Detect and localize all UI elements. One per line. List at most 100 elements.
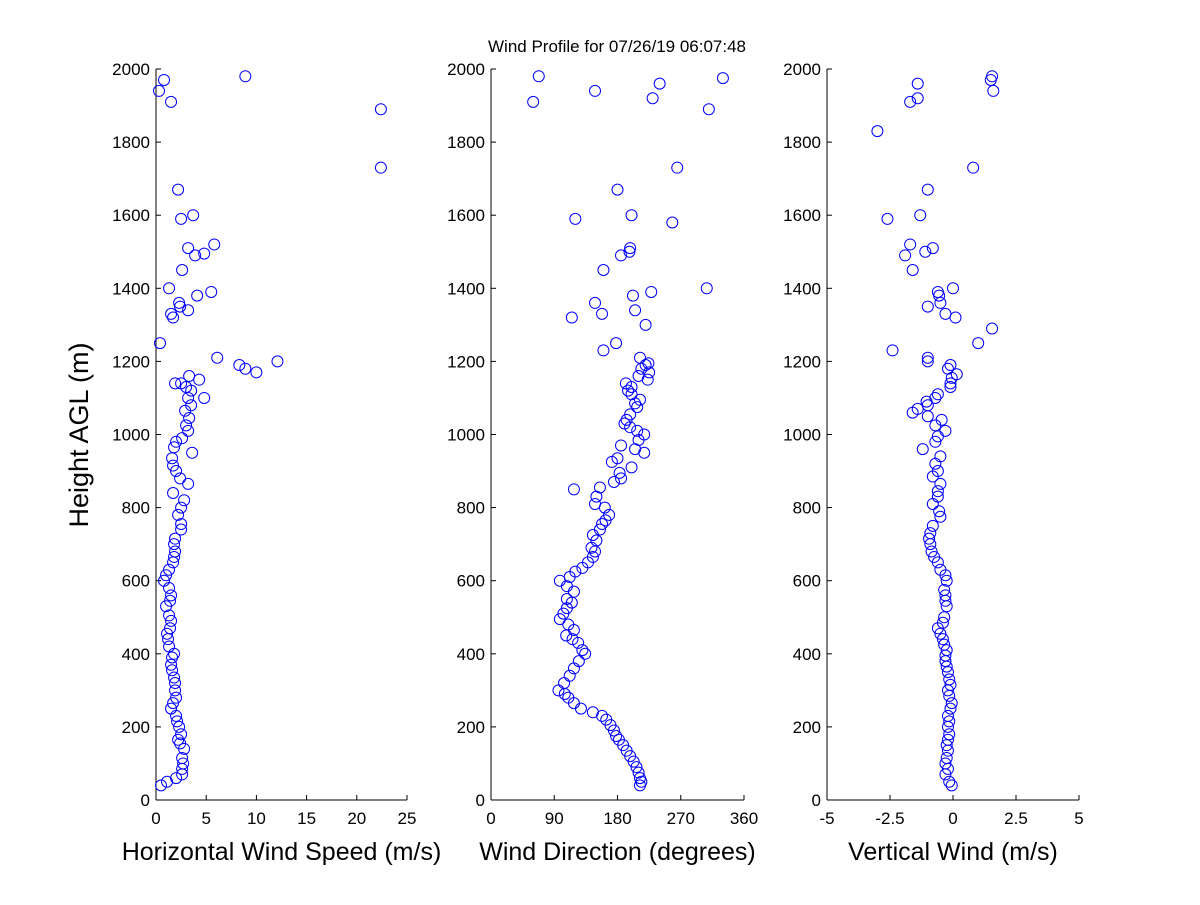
vertical-data-point [972,337,985,350]
vertical-data-point [920,395,933,408]
direction-data-point [560,592,573,605]
speed-y-tick-label: 0 [141,791,150,810]
direction-x-tick-label: 0 [486,809,495,828]
direction-data-point [624,242,637,255]
speed-data-point [168,441,181,454]
vertical-data-point [881,212,894,225]
vertical-data-point [936,616,949,629]
direction-data-point [642,357,655,370]
direction-data-point [653,77,666,90]
vertical-data-point [926,519,939,532]
speed-y-tick-label: 400 [122,645,150,664]
speed-data-point [170,691,183,704]
vertical-data-point [938,583,951,596]
speed-data-point [163,282,176,295]
speed-data-point [187,209,200,222]
vertical-data-point [945,779,958,792]
speed-data-point [271,355,284,368]
vertical-data-point [926,242,939,255]
vertical-x-axis-label: Vertical Wind (m/s) [848,838,1058,866]
direction-data-point [597,264,610,277]
direction-data-point [615,439,628,452]
speed-data-point [160,569,173,582]
vertical-data-point [939,757,952,770]
direction-data-point [630,761,643,774]
direction-data-point [589,296,602,309]
speed-y-tick-label: 1000 [112,426,150,445]
vertical-data-point [914,209,927,222]
direction-data-point [565,311,578,324]
panel-speed: 0 200 400 600 800 1000 1200 1400 1600 1800 2000 0 5 1… [112,60,441,866]
speed-data-point [168,671,181,684]
speed-data-point [177,757,190,770]
vertical-data-point [943,775,956,788]
vertical-data-point [944,377,957,390]
direction-data-point [613,466,626,479]
speed-data-point [164,622,177,635]
direction-data-point [671,161,684,174]
vertical-data-point [934,510,947,523]
speed-y-tick-label: 1600 [112,206,150,225]
speed-data-point [374,103,387,116]
vertical-data-point [929,419,942,432]
speed-data-point [169,545,182,558]
direction-data-point [563,669,576,682]
speed-data-point [167,697,180,710]
vertical-data-point [939,589,952,602]
vertical-data-point [928,550,941,563]
direction-data-point [589,84,602,97]
direction-data-point [596,307,609,320]
direction-x-axis-label: Wind Direction (degrees) [479,838,756,866]
vertical-data-point [899,249,912,262]
vertical-data-point [941,666,954,679]
vertical-data-point [986,70,999,83]
vertical-data-point [904,238,917,251]
direction-data-point [702,103,715,116]
direction-data-point [560,629,573,642]
direction-y-tick-label: 200 [457,718,485,737]
direction-data-point [645,285,658,298]
direction-data-point [558,677,571,690]
speed-x-tick-label: 5 [201,809,210,828]
direction-data-point [569,565,582,578]
vertical-y-tick-label: 400 [793,645,821,664]
speed-data-point [170,772,183,785]
speed-data-point [233,359,246,372]
vertical-x-tick-label: 0 [948,809,957,828]
vertical-y-tick-label: 0 [812,791,821,810]
speed-x-tick-label: 25 [398,809,417,828]
direction-data-point [632,766,645,779]
direction-data-point [576,644,589,657]
speed-data-point [175,501,188,514]
speed-data-point [163,640,176,653]
speed-y-tick-label: 800 [122,499,150,518]
vertical-data-point [987,84,1000,97]
speed-data-point [180,419,193,432]
speed-data-point [176,264,189,277]
vertical-data-point [931,465,944,478]
speed-data-point [176,751,189,764]
vertical-data-point [947,282,959,295]
speed-data-point [164,594,177,607]
vertical-data-point [941,362,954,375]
direction-data-point [566,633,579,646]
speed-data-point [168,538,181,551]
direction-data-point [597,344,610,357]
speed-data-point [182,424,195,437]
direction-data-point [607,476,620,489]
speed-data-point [166,452,179,465]
vertical-data-point [940,644,953,657]
speed-data-point [174,472,187,485]
vertical-data-point [934,563,947,576]
vertical-data-point [919,245,932,258]
vertical-data-point [926,497,939,510]
vertical-data-point [871,125,884,138]
direction-data-point [626,289,639,302]
direction-data-point [631,401,644,414]
direction-data-point [611,452,624,465]
vertical-data-point [911,77,924,90]
direction-data-point [633,351,646,364]
